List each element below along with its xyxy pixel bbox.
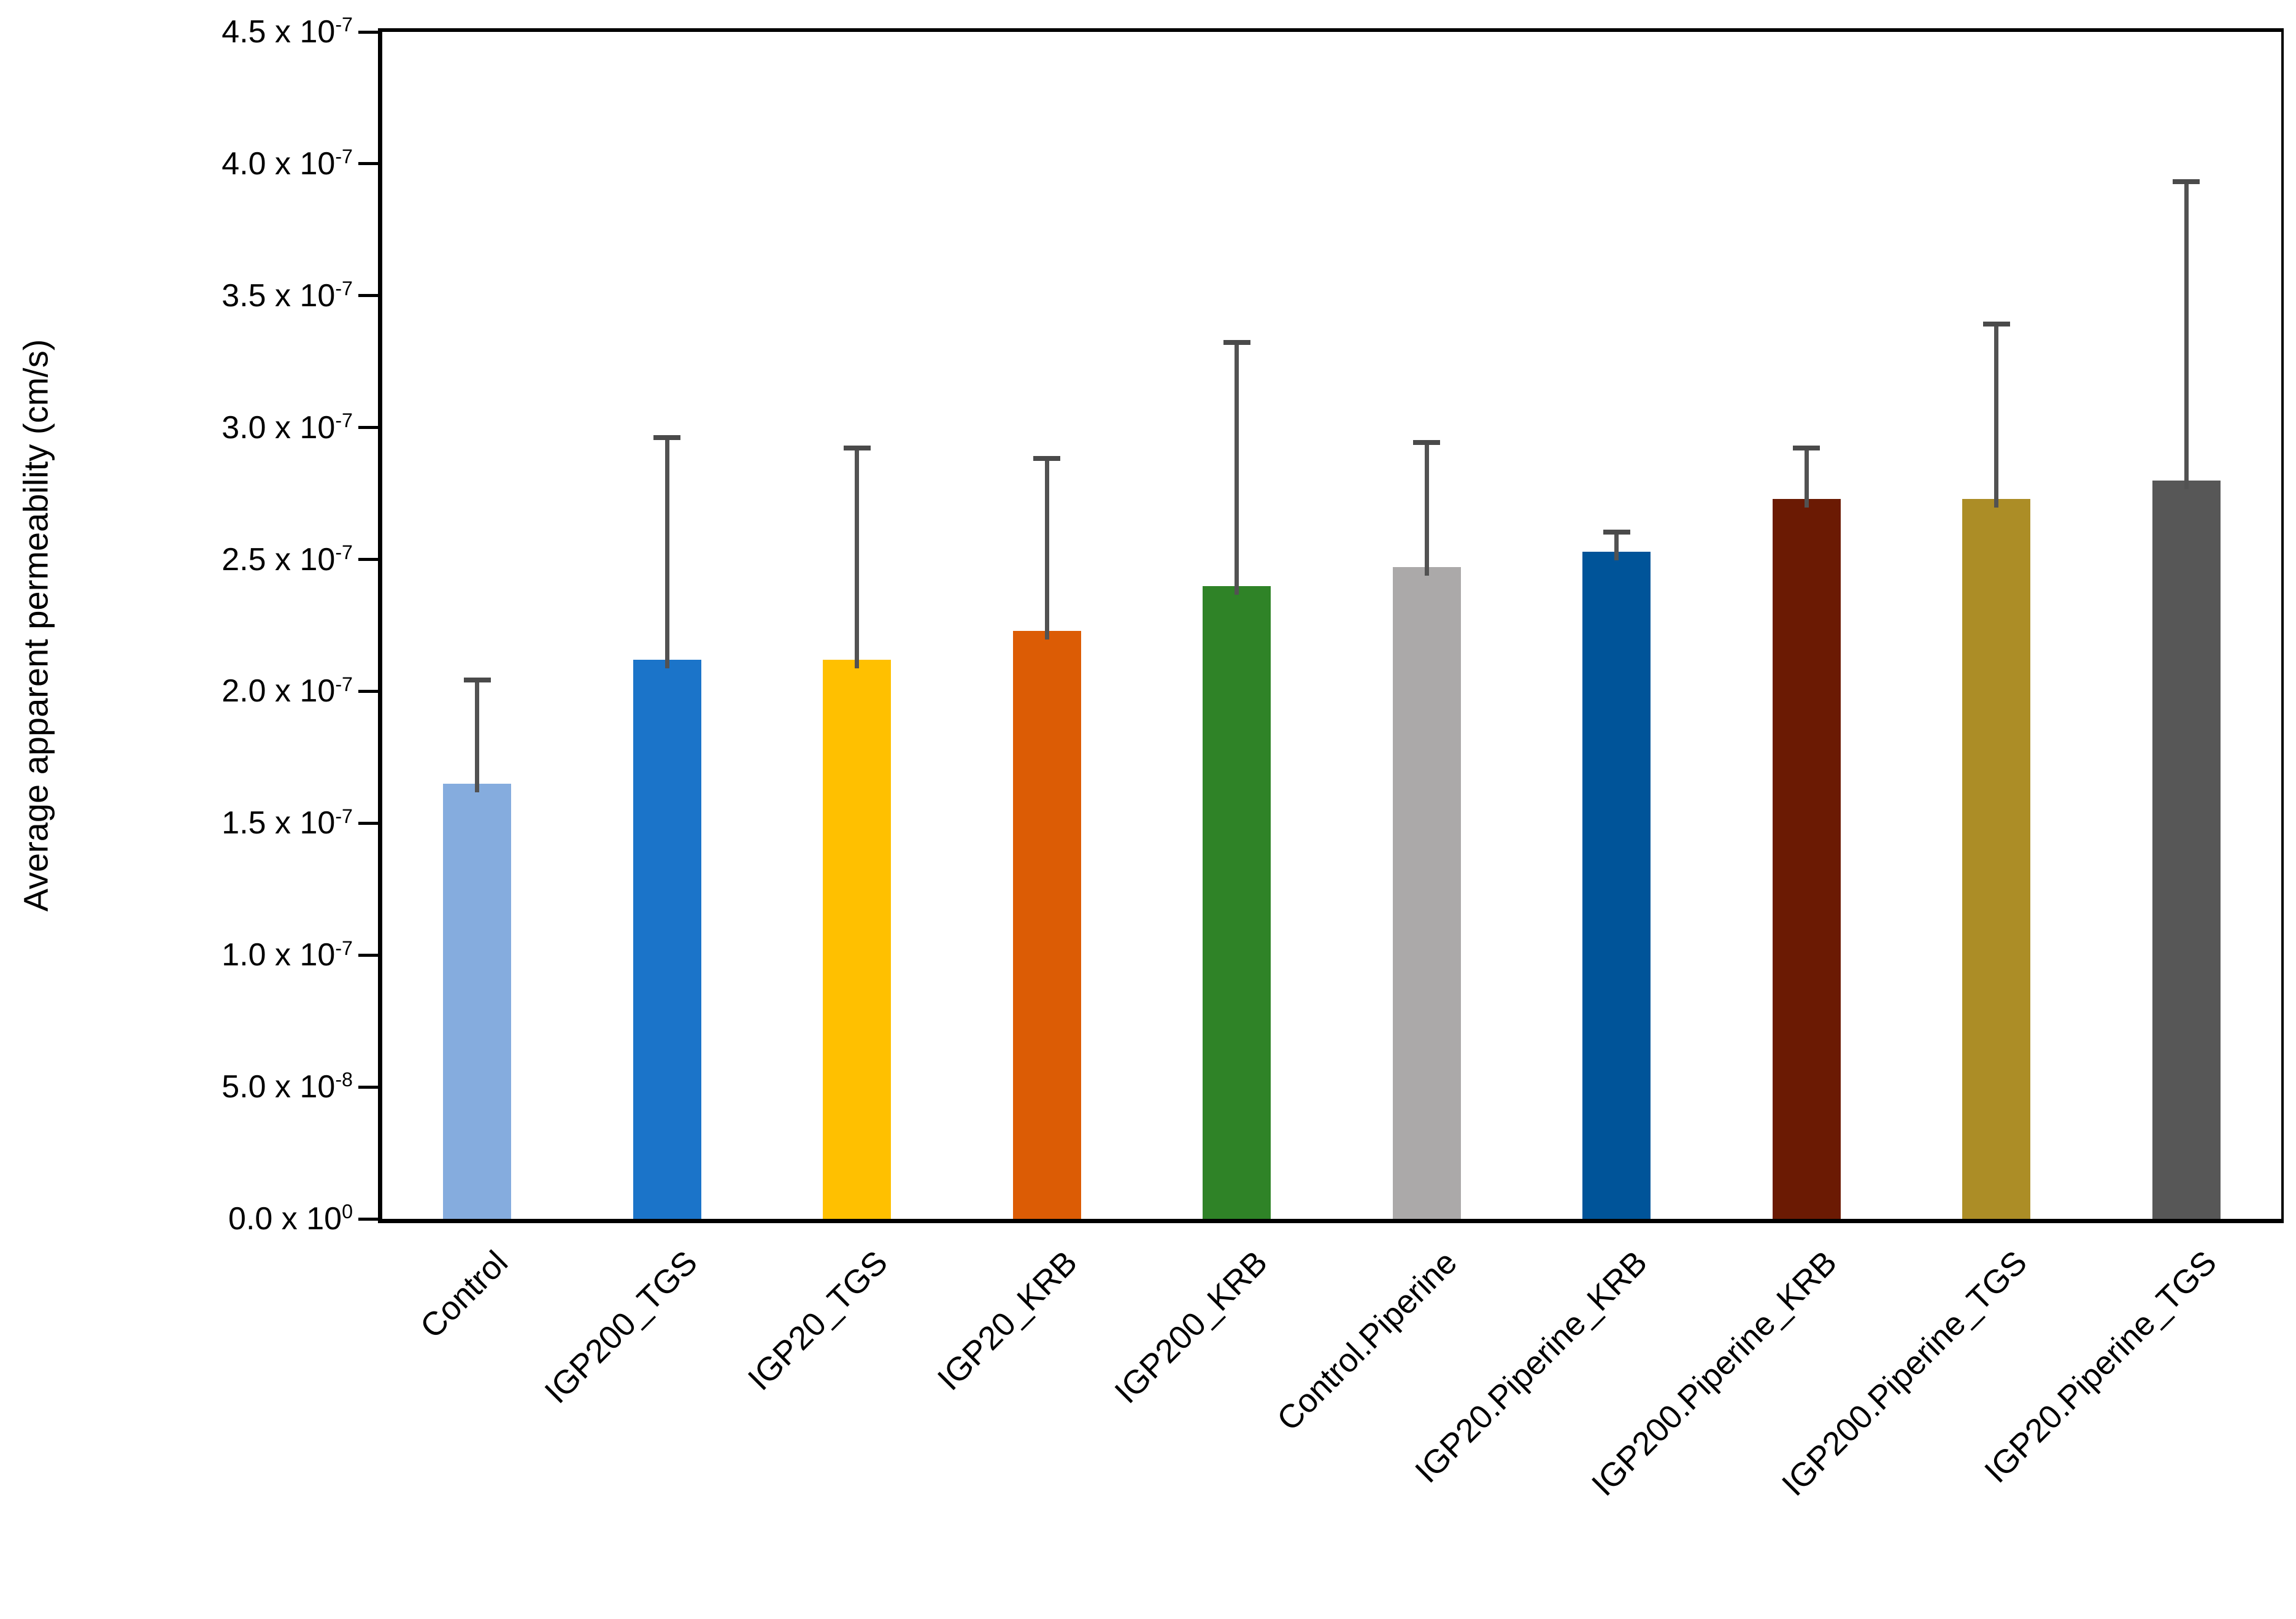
y-tick-mark <box>358 162 378 166</box>
bar <box>1962 498 2031 1219</box>
x-tick-label: Control.Piperine <box>1270 1243 1465 1438</box>
error-bar-cap <box>463 677 491 682</box>
error-bar-stem <box>1235 340 1239 595</box>
bar <box>2152 480 2221 1219</box>
y-tick-mark <box>358 294 378 298</box>
y-tick-label: 1.0 x 10-7 <box>222 937 353 973</box>
error-bar-stem <box>475 678 480 792</box>
x-tick-label: IGP20_TGS <box>741 1243 895 1398</box>
y-tick-mark <box>358 426 378 430</box>
error-bar-cap <box>1413 440 1441 446</box>
y-tick-exponent: -7 <box>335 673 353 695</box>
error-bar-cap <box>1033 455 1061 461</box>
y-tick-exponent: -7 <box>335 409 353 431</box>
bar <box>633 659 701 1219</box>
x-tick-label: IGP200_TGS <box>537 1243 705 1411</box>
y-tick-mark <box>358 689 378 693</box>
y-tick-exponent: -8 <box>335 1068 353 1091</box>
error-bar-stem <box>1804 446 1809 508</box>
error-bar-stem <box>665 435 669 668</box>
y-tick-mark <box>358 1085 378 1089</box>
bar <box>1012 630 1081 1219</box>
y-tick-mark <box>358 558 378 562</box>
error-bar-cap <box>1603 530 1630 535</box>
error-bar-cap <box>1793 445 1820 450</box>
y-tick-mantissa: 2.5 <box>222 541 266 578</box>
bar <box>1203 585 1271 1219</box>
y-tick-exponent: -7 <box>335 541 353 563</box>
y-tick-label: 0.0 x 100 <box>228 1200 353 1237</box>
y-tick-mantissa: 2.0 <box>222 673 266 709</box>
y-tick-mantissa: 3.5 <box>222 277 266 314</box>
bar <box>1772 498 1841 1219</box>
y-tick-mantissa: 4.5 <box>222 14 266 50</box>
x-tick-label: IGP20.Piperine_KRB <box>1408 1243 1654 1490</box>
y-tick-label: 3.0 x 10-7 <box>222 409 353 446</box>
y-tick-exponent: 0 <box>342 1200 353 1223</box>
error-bar-cap <box>2173 179 2200 184</box>
y-tick-label: 2.0 x 10-7 <box>222 673 353 709</box>
bar <box>823 659 892 1219</box>
x-tick-label: IGP200.Piperine_KRB <box>1585 1243 1844 1504</box>
error-bar-stem <box>1044 456 1049 639</box>
y-tick-mantissa: 1.0 <box>222 937 266 973</box>
y-tick-exponent: -7 <box>335 805 353 827</box>
bar <box>443 783 512 1219</box>
y-tick-label: 2.5 x 10-7 <box>222 541 353 578</box>
y-tick-mantissa: 0.0 <box>228 1201 273 1237</box>
y-tick-label: 5.0 x 10-8 <box>222 1068 353 1105</box>
error-bar-stem <box>855 446 860 668</box>
y-tick-exponent: -7 <box>335 145 353 168</box>
error-bar-stem <box>1424 441 1429 576</box>
y-tick-mark <box>358 30 378 34</box>
bar <box>1582 551 1651 1219</box>
x-tick-label: IGP20.Piperine_TGS <box>1978 1243 2224 1490</box>
error-bar-cap <box>843 445 871 450</box>
error-bar-stem <box>1994 322 1999 508</box>
y-tick-label: 4.5 x 10-7 <box>222 14 353 50</box>
y-tick-label: 4.0 x 10-7 <box>222 145 353 182</box>
x-tick-label: IGP200.Piperine_TGS <box>1774 1243 2034 1504</box>
plot-area: 0.0 x 100 5.0 x 10-8 1.0 x 10-7 1.5 x 10-7 2… <box>222 14 2284 1503</box>
y-tick-mantissa: 5.0 <box>222 1069 266 1105</box>
y-tick-mark <box>358 953 378 957</box>
y-tick-exponent: -7 <box>335 937 353 959</box>
y-tick-exponent: -7 <box>335 277 353 300</box>
error-bar-cap <box>1223 339 1250 345</box>
error-bar-stem <box>1614 530 1619 560</box>
y-tick-exponent: -7 <box>335 14 353 36</box>
x-tick-label: IGP20_KRB <box>930 1243 1085 1398</box>
error-bar-stem <box>2184 179 2189 489</box>
x-tick-label: Control <box>413 1243 515 1346</box>
y-tick-label: 1.5 x 10-7 <box>222 805 353 841</box>
x-tick-label: IGP200_KRB <box>1108 1243 1274 1411</box>
y-tick-label: 3.5 x 10-7 <box>222 277 353 314</box>
y-tick-mark <box>358 821 378 825</box>
y-tick-mantissa: 4.0 <box>222 145 266 182</box>
bar <box>1392 567 1461 1219</box>
error-bar-cap <box>653 435 681 440</box>
y-tick-mantissa: 1.5 <box>222 805 266 841</box>
y-tick-mantissa: 3.0 <box>222 409 266 446</box>
error-bar-cap <box>1982 321 2010 327</box>
y-tick-mark <box>358 1217 378 1221</box>
